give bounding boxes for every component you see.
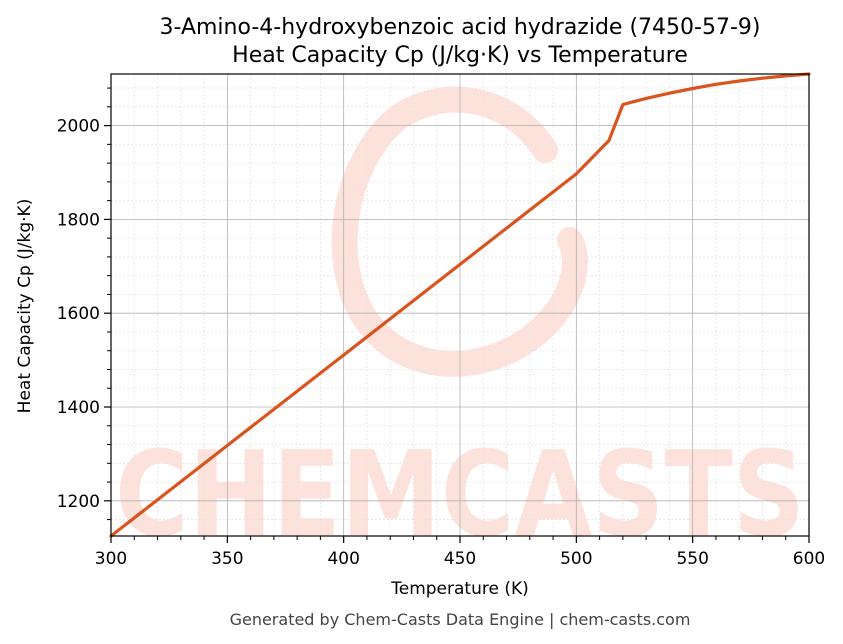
footer-credit: Generated by Chem-Casts Data Engine | ch… <box>230 610 691 629</box>
ticks: 300 350 400 450 500 550 600 1200 1400 1600 1800 200… <box>57 87 825 569</box>
watermark-swirl <box>331 86 588 377</box>
x-tick-label: 350 <box>211 549 243 569</box>
series-line <box>109 72 811 538</box>
x-tick-label: 450 <box>444 549 476 569</box>
y-tick-label: 1200 <box>57 492 100 512</box>
y-tick-label: 1600 <box>57 304 100 324</box>
x-axis-label: Temperature (K) <box>390 579 529 599</box>
chart-title: 3-Amino-4-hydroxybenzoic acid hydrazide … <box>160 15 761 40</box>
y-tick-label: 1400 <box>57 398 100 418</box>
x-tick-label: 500 <box>560 549 592 569</box>
x-tick-label: 600 <box>793 549 825 569</box>
x-tick-label: 400 <box>327 549 359 569</box>
y-tick-label: 1800 <box>57 210 100 230</box>
series-layer <box>109 72 811 538</box>
y-axis-label: Heat Capacity Cp (J/kg·K) <box>15 199 35 414</box>
y-tick-label: 2000 <box>57 117 100 137</box>
x-tick-label: 300 <box>95 549 127 569</box>
chart-subtitle: Heat Capacity Cp (J/kg·K) vs Temperature <box>232 43 688 68</box>
x-tick-label: 550 <box>676 549 708 569</box>
